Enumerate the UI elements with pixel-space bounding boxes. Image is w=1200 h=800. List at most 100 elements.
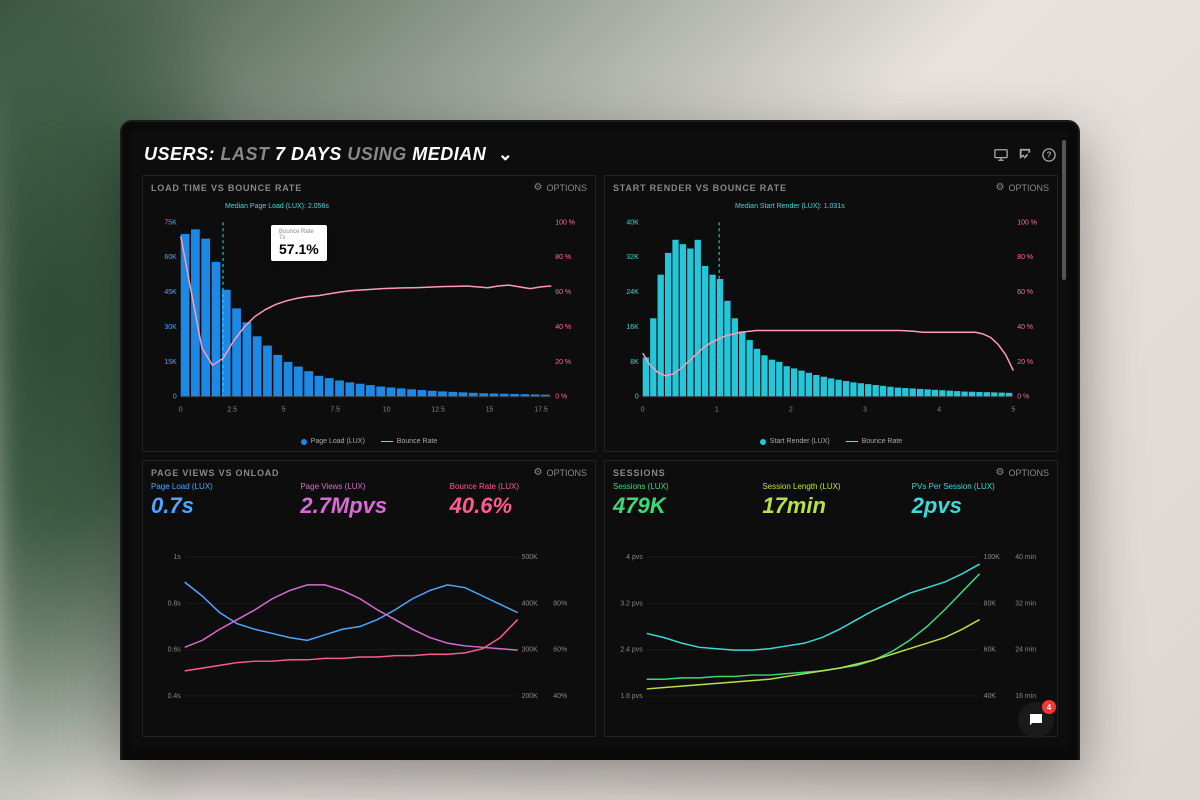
metric: Page Load (LUX) 0.7s — [151, 482, 288, 519]
legend-label: Page Load (LUX) — [311, 438, 365, 445]
metric-label: Sessions (LUX) — [613, 482, 750, 491]
legend-label: Start Render (LUX) — [770, 438, 830, 445]
svg-text:17.5: 17.5 — [534, 407, 548, 414]
svg-text:80 %: 80 % — [1017, 254, 1033, 261]
metric-value: 2.7Mpvs — [300, 493, 437, 519]
chat-icon — [1027, 711, 1045, 729]
svg-text:2: 2 — [789, 407, 793, 414]
title-part1: LAST — [221, 144, 270, 164]
svg-text:100K: 100K — [984, 554, 1001, 561]
svg-text:500K: 500K — [522, 554, 539, 561]
title-part3: USING — [347, 144, 407, 164]
help-icon[interactable]: ? — [1042, 148, 1056, 162]
svg-text:15K: 15K — [164, 359, 177, 366]
svg-text:0.6s: 0.6s — [168, 647, 182, 654]
scrollbar[interactable] — [1062, 140, 1066, 280]
legend-item: Bounce Rate — [381, 438, 437, 445]
legend-label: Bounce Rate — [397, 438, 437, 445]
dashboard-screen: USERS: LAST 7 DAYS USING MEDIAN ⌄ ? LOAD… — [132, 132, 1068, 750]
metric: Page Views (LUX)2.7Mpvs — [300, 482, 437, 519]
svg-text:0: 0 — [641, 407, 645, 414]
svg-text:16K: 16K — [626, 324, 639, 331]
legend-marker — [381, 441, 393, 443]
metric: Bounce Rate (LUX)40.6% — [450, 482, 587, 519]
options-button[interactable]: OPTIONS — [996, 467, 1049, 478]
panel-grid: LOAD TIME VS BOUNCE RATE OPTIONS 015K30K… — [142, 175, 1058, 737]
svg-text:10: 10 — [383, 407, 391, 414]
svg-text:0.4s: 0.4s — [168, 693, 182, 700]
title-prefix: USERS: — [144, 144, 215, 164]
chart-page-views: 1s0.8s0.6s0.4s500K400K80%300K60%200K40% — [151, 525, 587, 730]
metric-label: Session Length (LUX) — [762, 482, 899, 491]
svg-text:12.5: 12.5 — [431, 407, 445, 414]
panel-render-bounce: START RENDER VS BOUNCE RATE OPTIONS 08K1… — [604, 175, 1058, 452]
svg-text:60%: 60% — [553, 647, 567, 654]
metric: Session Length (LUX) 17min — [762, 482, 899, 519]
legend: Start Render (LUX)Bounce Rate — [613, 434, 1049, 445]
svg-text:40K: 40K — [984, 693, 997, 700]
options-button[interactable]: OPTIONS — [534, 182, 587, 193]
panel-page-views: PAGE VIEWS VS ONLOAD OPTIONS Page Load (… — [142, 460, 596, 737]
metric-value: 479K — [613, 493, 750, 519]
share-icon[interactable] — [1018, 148, 1032, 162]
svg-text:24 min: 24 min — [1015, 647, 1036, 654]
options-button[interactable]: OPTIONS — [996, 182, 1049, 193]
svg-text:40 %: 40 % — [1017, 324, 1033, 331]
laptop-frame: USERS: LAST 7 DAYS USING MEDIAN ⌄ ? LOAD… — [120, 120, 1080, 760]
metric-value: 2pvs — [912, 493, 1049, 519]
title-part2: 7 DAYS — [275, 144, 342, 164]
svg-text:2.5: 2.5 — [227, 407, 237, 414]
median-marker-label: Median Start Render (LUX): 1.031s — [735, 203, 845, 210]
chart-svg: 4 pvs3.2 pvs2.4 pvs1.6 pvs100K40 min80K3… — [613, 525, 1049, 730]
options-button[interactable]: OPTIONS — [534, 467, 587, 478]
svg-text:40 min: 40 min — [1015, 554, 1036, 561]
svg-text:300K: 300K — [522, 647, 539, 654]
panel-title: START RENDER VS BOUNCE RATE — [613, 183, 787, 193]
svg-text:80K: 80K — [984, 600, 997, 607]
page-header: USERS: LAST 7 DAYS USING MEDIAN ⌄ ? — [142, 140, 1058, 175]
svg-text:80%: 80% — [553, 600, 567, 607]
svg-text:15: 15 — [486, 407, 494, 414]
chart-render-bounce: 08K16K24K32K40K0 %20 %40 %60 %80 %100 %0… — [613, 197, 1049, 434]
tooltip: Bounce Rate7s 57.1% — [271, 225, 327, 261]
svg-text:32K: 32K — [626, 254, 639, 261]
svg-text:0 %: 0 % — [1017, 394, 1029, 401]
legend-item: Page Load (LUX) — [301, 438, 365, 445]
svg-text:?: ? — [1047, 150, 1052, 159]
metric-value: 0.7s — [151, 493, 288, 519]
metric: PVs Per Session (LUX) 2pvs — [912, 482, 1049, 519]
metric-label: Page Load (LUX) — [151, 482, 288, 491]
chat-widget[interactable]: 4 — [1018, 702, 1054, 738]
panel-title: PAGE VIEWS VS ONLOAD — [151, 468, 279, 478]
legend-marker — [301, 439, 307, 445]
svg-text:0.8s: 0.8s — [168, 600, 182, 607]
svg-text:40K: 40K — [626, 219, 639, 226]
monitor-icon[interactable] — [994, 148, 1008, 162]
svg-text:7.5: 7.5 — [330, 407, 340, 414]
svg-text:24K: 24K — [626, 289, 639, 296]
svg-text:0: 0 — [173, 394, 177, 401]
metric: Sessions (LUX) 479K — [613, 482, 750, 519]
svg-text:80 %: 80 % — [555, 254, 571, 261]
page-title-dropdown[interactable]: USERS: LAST 7 DAYS USING MEDIAN ⌄ — [144, 144, 513, 165]
metrics-row: Sessions (LUX) 479K Session Length (LUX) 17… — [613, 482, 1049, 519]
svg-text:60 %: 60 % — [1017, 289, 1033, 296]
chart-sessions: 4 pvs3.2 pvs2.4 pvs1.6 pvs100K40 min80K3… — [613, 525, 1049, 730]
metric-value: 17min — [762, 493, 899, 519]
chart-load-bounce: 015K30K45K60K75K0 %20 %40 %60 %80 %100 %… — [151, 197, 587, 434]
svg-text:100 %: 100 % — [1017, 219, 1037, 226]
svg-text:1s: 1s — [173, 554, 181, 561]
panel-load-bounce: LOAD TIME VS BOUNCE RATE OPTIONS 015K30K… — [142, 175, 596, 452]
panel-sessions: SESSIONS OPTIONS Sessions (LUX)479KSessi… — [604, 460, 1058, 737]
panel-title: LOAD TIME VS BOUNCE RATE — [151, 183, 302, 193]
svg-text:32 min: 32 min — [1015, 600, 1036, 607]
legend-marker — [846, 441, 858, 443]
svg-text:75K: 75K — [164, 219, 177, 226]
metric-label: PVs Per Session (LUX) — [912, 482, 1049, 491]
svg-text:2.4 pvs: 2.4 pvs — [620, 647, 643, 654]
median-marker-label: Median Page Load (LUX): 2.056s — [225, 203, 329, 210]
legend: Page Load (LUX) Bounce Rate — [151, 434, 587, 445]
svg-text:1.6 pvs: 1.6 pvs — [620, 693, 643, 700]
svg-text:20 %: 20 % — [1017, 359, 1033, 366]
chart-svg: 015K30K45K60K75K0 %20 %40 %60 %80 %100 %… — [151, 197, 587, 434]
